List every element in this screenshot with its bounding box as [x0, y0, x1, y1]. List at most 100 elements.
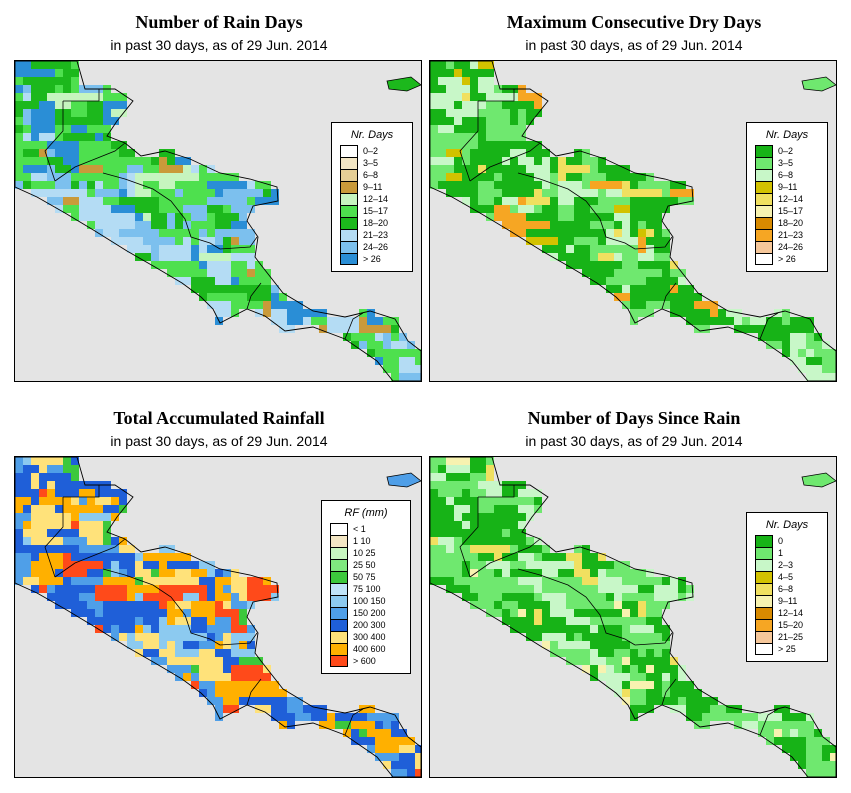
map-cell [582, 181, 590, 189]
map-cell [231, 229, 239, 237]
map-cell [295, 697, 303, 705]
map-cell [574, 545, 582, 553]
legend-label: > 26 [363, 254, 381, 264]
map-cell [758, 721, 766, 729]
map-cell [263, 593, 271, 601]
map-cell [207, 617, 215, 625]
map-cell [686, 197, 694, 205]
legend-row: 2–3 [755, 559, 819, 571]
map-cell [550, 229, 558, 237]
map-cell [606, 165, 614, 173]
map-cell [255, 673, 263, 681]
map-cell [63, 545, 71, 553]
map-cell [438, 149, 446, 157]
map-cell [470, 149, 478, 157]
map-cell [199, 221, 207, 229]
map-cell [518, 149, 526, 157]
map-cell [175, 577, 183, 585]
map-cell [55, 457, 63, 465]
map-cell [638, 585, 646, 593]
map-cell [151, 165, 159, 173]
map-cell [63, 101, 71, 109]
map-cell [662, 253, 670, 261]
panel-subtitle: in past 30 days, as of 29 Jun. 2014 [110, 37, 328, 53]
legend-swatch [330, 547, 348, 559]
map-cell [438, 101, 446, 109]
map-cell [135, 617, 143, 625]
map-cell [462, 513, 470, 521]
map-cell [207, 213, 215, 221]
map-cell [598, 269, 606, 277]
map-cell [718, 309, 726, 317]
map-cell [239, 245, 247, 253]
map-cell [199, 245, 207, 253]
map-cell [558, 221, 566, 229]
map-cell [438, 69, 446, 77]
map-cell [247, 285, 255, 293]
map-cell [566, 221, 574, 229]
map-cell [127, 197, 135, 205]
map-cell [231, 173, 239, 181]
map-cell [159, 245, 167, 253]
map-cell [646, 197, 654, 205]
map-cell [175, 253, 183, 261]
map-cell [598, 237, 606, 245]
map-cell [654, 181, 662, 189]
map-cell [630, 577, 638, 585]
map-cell [87, 545, 95, 553]
map-cell [79, 497, 87, 505]
map-cell [55, 109, 63, 117]
map-cell [606, 269, 614, 277]
map-cell [31, 133, 39, 141]
map-cell [207, 237, 215, 245]
map-cell [430, 125, 438, 133]
map-cell [502, 585, 510, 593]
map-cell [518, 537, 526, 545]
map-cell [63, 181, 71, 189]
map-cell [127, 157, 135, 165]
map-cell [638, 633, 646, 641]
map-cell [582, 261, 590, 269]
map-cell [415, 761, 421, 769]
map-cell [598, 657, 606, 665]
map-cell [438, 505, 446, 513]
map-svg [430, 61, 836, 381]
map-cell [686, 317, 694, 325]
map-cell [47, 489, 55, 497]
map-cell [183, 585, 191, 593]
map-cell [71, 465, 79, 473]
map-cell [542, 569, 550, 577]
map-cell [55, 117, 63, 125]
map-cell [79, 545, 87, 553]
map-cell [239, 237, 247, 245]
map-cell [718, 705, 726, 713]
map-cell [446, 149, 454, 157]
map-cell [798, 729, 806, 737]
map-cell [135, 197, 143, 205]
map-cell [151, 649, 159, 657]
map-cell [438, 117, 446, 125]
map-cell [279, 705, 287, 713]
map-cell [159, 173, 167, 181]
map-cell [606, 585, 614, 593]
map-cell [446, 497, 454, 505]
map-cell [774, 713, 782, 721]
map-cell [486, 561, 494, 569]
map-cell [295, 309, 303, 317]
map-cell [383, 737, 391, 745]
map-cell [55, 473, 63, 481]
map-cell [415, 373, 421, 381]
map-cell [367, 333, 375, 341]
legend-label: 25 50 [353, 560, 376, 570]
map-cell [598, 205, 606, 213]
map-cell [79, 481, 87, 489]
map-cell [71, 109, 79, 117]
map-cell [718, 317, 726, 325]
map-cell [247, 197, 255, 205]
legend-row: 25 50 [330, 559, 402, 571]
country-border [759, 312, 779, 340]
map-cell [103, 157, 111, 165]
map-cell [151, 585, 159, 593]
legend-swatch [755, 619, 773, 631]
map-cell [271, 697, 279, 705]
